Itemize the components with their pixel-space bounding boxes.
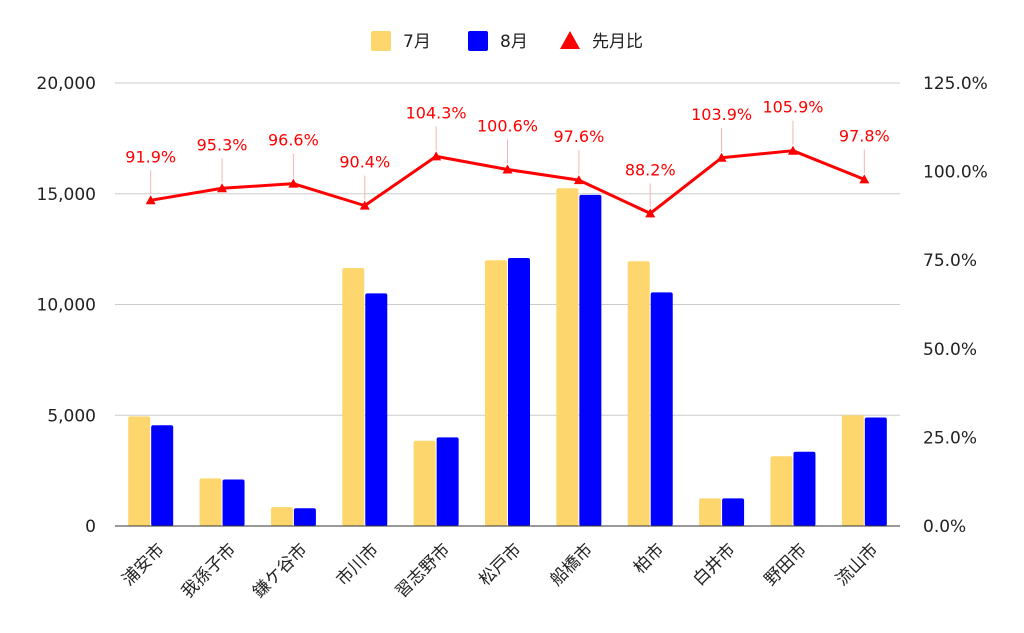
left-tick-label: 5,000: [47, 406, 96, 426]
x-tick-label: 流山市: [832, 540, 882, 590]
ratio-data-label: 90.4%: [339, 153, 390, 172]
bar-august: [650, 292, 673, 526]
bar-july: [413, 440, 436, 526]
ratio-data-label: 104.3%: [406, 103, 467, 122]
bar-august: [436, 437, 459, 526]
ratio-point-marker: [502, 164, 513, 174]
ratio-point-marker: [145, 195, 156, 205]
bar-july: [270, 507, 293, 526]
bar-august: [293, 508, 316, 526]
bars: [128, 188, 887, 527]
bar-july: [485, 260, 507, 526]
ratio-data-label: 103.9%: [691, 105, 752, 124]
x-tick-label: 白井市: [689, 540, 739, 590]
right-tick-label: 25.0%: [923, 428, 977, 448]
legend-item: 8月: [468, 31, 528, 52]
ratio-point-marker: [716, 152, 727, 162]
left-tick-label: 10,000: [37, 296, 96, 316]
bar-august: [793, 451, 816, 526]
legend-item: 7月: [371, 31, 431, 52]
ratio-data-label: 96.6%: [268, 131, 319, 150]
ratio-line: [145, 145, 870, 218]
x-tick-label: 野田市: [761, 540, 811, 590]
legend-label: 先月比: [592, 32, 643, 52]
ratio-data-label: 97.8%: [839, 126, 890, 145]
right-tick-label: 75.0%: [923, 251, 977, 271]
x-tick-label: 柏市: [630, 540, 668, 578]
ratio-point-marker: [431, 151, 442, 161]
legend-item: 先月比: [560, 31, 643, 52]
bar-august: [579, 194, 602, 527]
bar-july: [128, 416, 151, 526]
left-tick-label: 0: [85, 517, 96, 537]
bar-july: [841, 415, 864, 526]
bar-august: [222, 479, 245, 526]
data-labels: 91.9% 95.3% 96.6% 90.4% 104.3% 100.6% 97.6% 88.…: [125, 98, 890, 208]
x-tick-label: 船橋市: [547, 540, 597, 590]
x-tick-label: 鎌ケ谷市: [249, 540, 311, 602]
ratio-data-label: 91.9%: [125, 147, 176, 166]
x-tick-label: 松戸市: [475, 540, 525, 590]
left-tick-label: 20,000: [37, 74, 96, 94]
x-axis: 浦安市 我孫子市 鎌ケ谷市 市川市 習志野市 松戸市 船橋市 柏市 白井市 野田市 流山市: [118, 540, 882, 602]
right-tick-label: 125.0%: [923, 74, 988, 94]
x-tick-label: 習志野市: [392, 540, 454, 602]
ratio-data-label: 97.6%: [553, 127, 604, 146]
legend-swatch: [371, 31, 391, 51]
bar-july: [699, 498, 722, 526]
right-tick-label: 100.0%: [923, 163, 988, 183]
bar-july: [199, 478, 222, 526]
x-tick-label: 市川市: [333, 540, 383, 590]
ratio-point-marker: [217, 183, 228, 193]
bar-august: [722, 498, 745, 526]
legend-swatch: [468, 31, 488, 51]
bar-august: [151, 425, 174, 526]
ratio-data-label: 100.6%: [477, 116, 538, 135]
bar-july: [770, 456, 793, 526]
bar-july: [627, 261, 650, 526]
ratio-point-marker: [645, 208, 656, 218]
left-tick-label: 15,000: [37, 185, 96, 205]
right-tick-label: 0.0%: [923, 517, 966, 537]
gridlines: [115, 82, 900, 416]
left-axis: 0 5,000 10,000 15,000 20,000: [37, 74, 96, 537]
x-tick-label: 我孫子市: [178, 540, 240, 602]
x-tick-label: 浦安市: [118, 540, 168, 590]
legend-label: 8月: [500, 32, 528, 52]
ratio-point-marker: [787, 145, 798, 155]
bar-july: [342, 267, 365, 526]
ratio-point-marker: [573, 175, 584, 185]
ratio-point-marker: [359, 200, 370, 210]
legend-triangle-icon: [560, 31, 580, 49]
right-axis: 0.0% 25.0% 50.0% 75.0% 100.0% 125.0%: [923, 74, 988, 537]
ratio-point-marker: [288, 178, 299, 188]
bar-july: [556, 188, 579, 526]
right-tick-label: 50.0%: [923, 340, 977, 360]
ratio-data-label: 105.9%: [762, 98, 823, 117]
bar-august: [365, 293, 388, 526]
legend-label: 7月: [403, 32, 431, 52]
ratio-data-label: 88.2%: [625, 160, 676, 179]
legend: 7月 8月 先月比: [371, 31, 643, 52]
ratio-point-marker: [859, 174, 870, 184]
bar-august: [508, 257, 530, 526]
bar-august: [864, 417, 887, 526]
ratio-data-label: 95.3%: [197, 135, 248, 154]
